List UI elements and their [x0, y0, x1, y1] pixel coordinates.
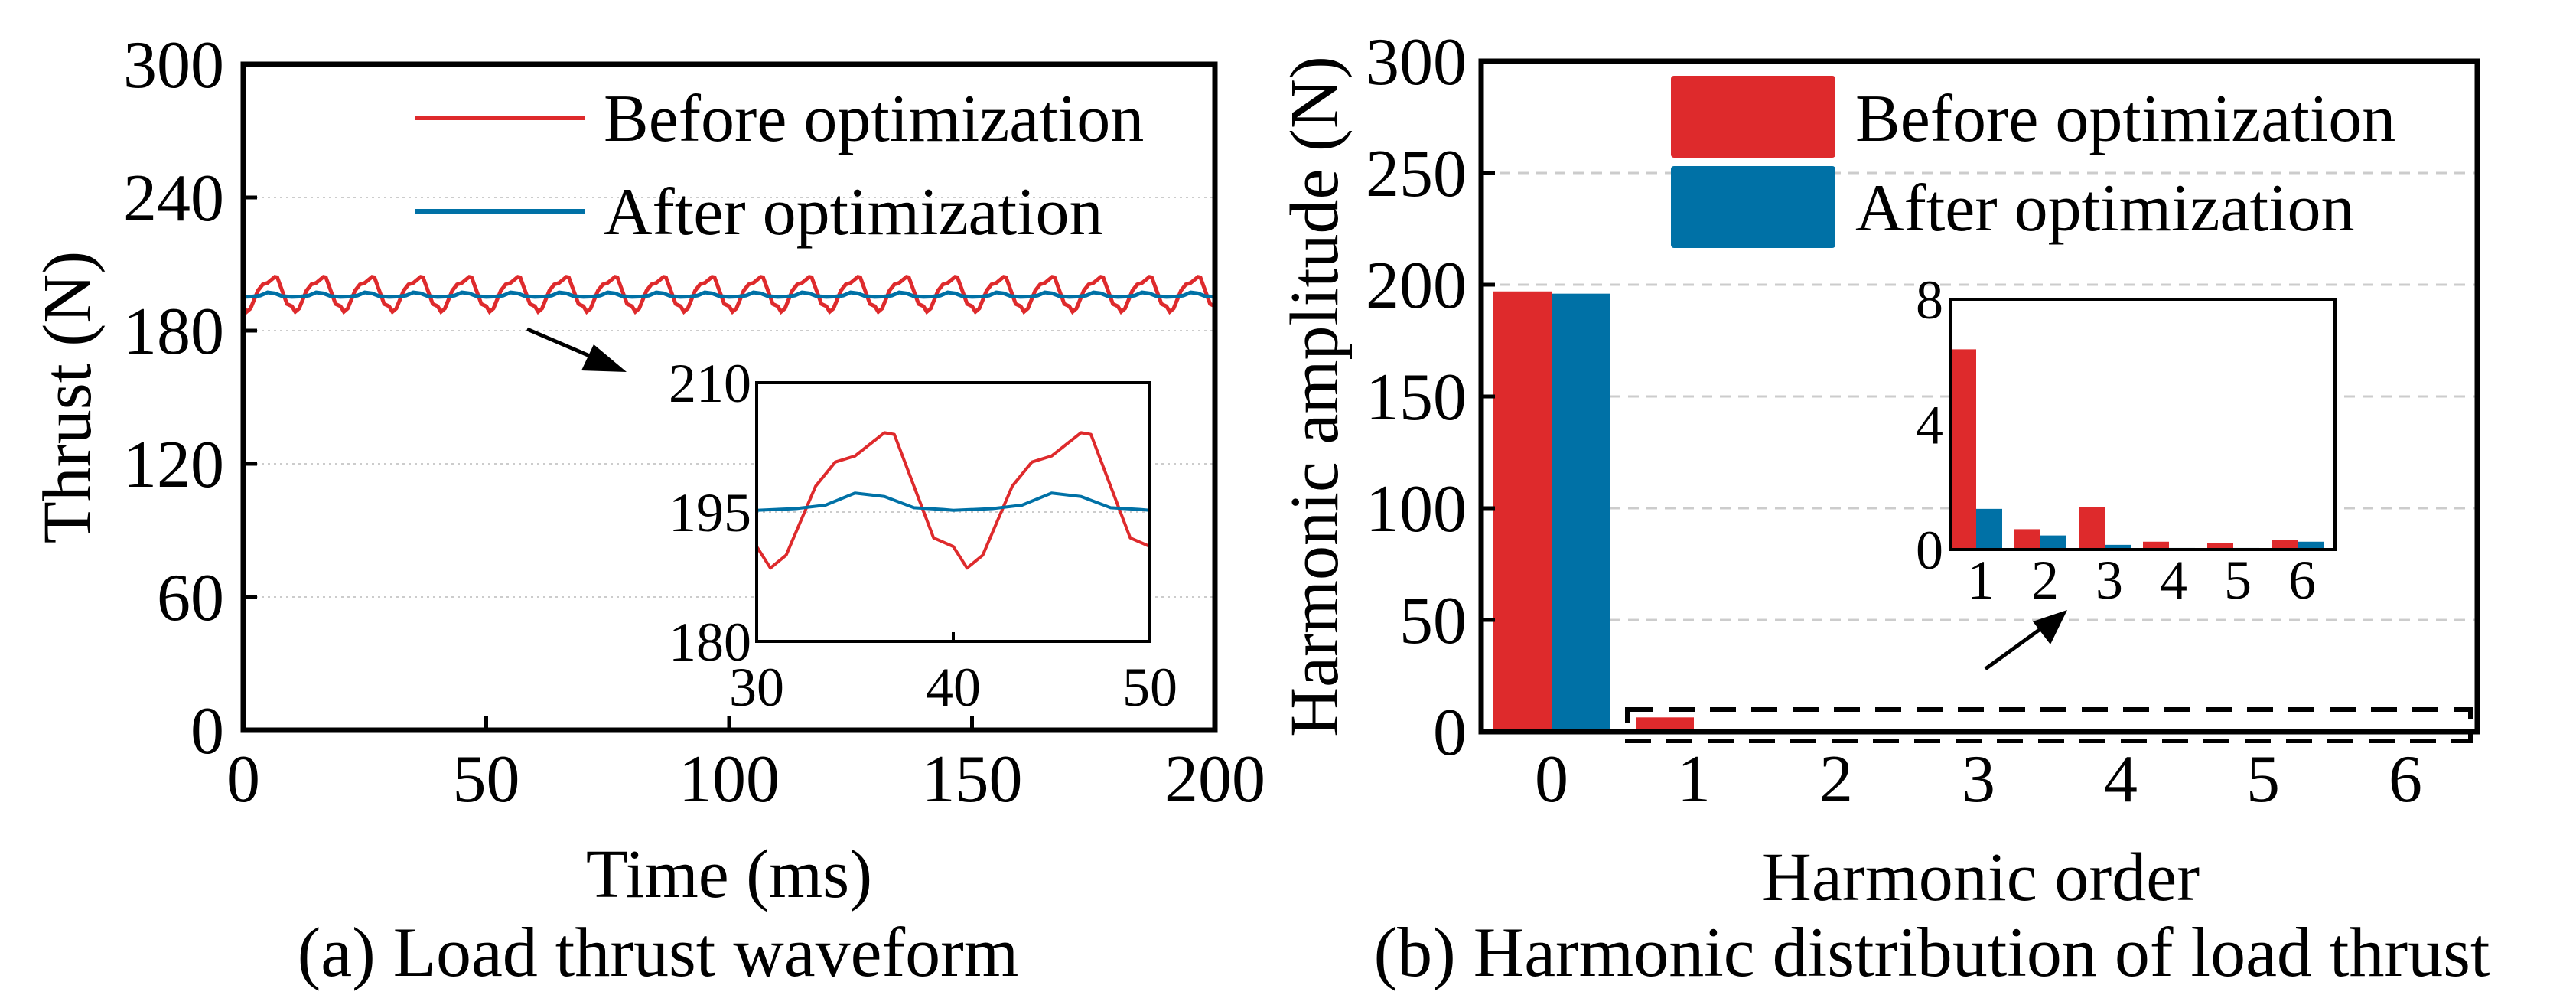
a-y-tick-label: 180: [123, 295, 224, 369]
a-x-tick-label: 50: [453, 742, 520, 817]
b-inset-bars: [1950, 349, 2324, 550]
a-inset-x-tick-label: 50: [1122, 657, 1177, 718]
b-inset-x-tick-label: 2: [2031, 550, 2059, 611]
a-series-line-after: [243, 290, 1215, 299]
b-x-tick-label: 4: [2104, 742, 2138, 817]
b-bar-before: [1493, 291, 1552, 732]
b-y-tick-label: 100: [1366, 472, 1467, 546]
a-x-axis-title: Time (ms): [586, 837, 872, 912]
a-x-tick-label: 100: [679, 742, 780, 817]
legend-label-before: Before optimization: [604, 82, 1144, 156]
b-inset-x-tick-label: 4: [2160, 550, 2187, 611]
b-bars: [1493, 291, 2464, 732]
legend-label-after: After optimization: [1855, 171, 2354, 246]
a-x-tick-label: 200: [1164, 742, 1265, 817]
a-ticks: 0 60 120 180 240 300 0 50 100 150 200: [123, 28, 1265, 817]
panel-a: 0 60 120 180 240 300 0 50 100 150 200 Before optim…: [30, 28, 1265, 991]
a-caption: (a) Load thrust waveform: [298, 913, 1019, 991]
legend-label-after: After optimization: [604, 175, 1102, 250]
a-y-tick-label: 120: [123, 428, 224, 502]
b-y-tick-label: 250: [1366, 137, 1467, 211]
b-inset-bar-before: [2207, 543, 2233, 550]
a-y-tick-label: 0: [191, 694, 224, 768]
b-inset-bar-after: [1976, 508, 2002, 550]
b-x-tick-label: 1: [1677, 742, 1711, 817]
b-x-tick-label: 2: [1819, 742, 1853, 817]
b-x-tick-label: 6: [2389, 742, 2422, 817]
b-inset-y-tick-label: 0: [1916, 520, 1943, 581]
b-inset-x-tick-label: 1: [1967, 550, 1995, 611]
a-x-tick-label: 0: [226, 742, 260, 817]
b-y-tick-label: 200: [1366, 249, 1467, 323]
b-y-tick-label: 300: [1366, 25, 1467, 99]
b-x-tick-label: 0: [1535, 742, 1568, 817]
a-inset-series-lines: [757, 431, 1150, 570]
b-inset-bar-after: [2298, 541, 2324, 550]
b-inset-bar-before: [2143, 541, 2169, 550]
b-zoom-arrow: [1984, 610, 2067, 671]
b-x-tick-label: 5: [2246, 742, 2280, 817]
b-inset-bar-before: [1950, 349, 1976, 550]
legend-swatch-after: [1671, 166, 1835, 248]
a-inset-x-tick-label: 40: [926, 657, 981, 718]
a-inset-y-tick-label: 210: [669, 353, 751, 414]
legend-swatch-before: [1671, 76, 1835, 158]
b-x-tick-label: 3: [1962, 742, 1995, 817]
a-y-tick-label: 240: [123, 161, 224, 236]
b-inset-bar-before: [2079, 507, 2105, 550]
a-legend: Before optimization After optimization: [415, 82, 1144, 250]
a-inset-series-line-before: [757, 431, 1150, 570]
b-y-tick-label: 50: [1399, 584, 1467, 658]
a-series-line-before: [243, 275, 1215, 315]
a-zoom-arrow: [526, 327, 627, 372]
a-inset-ticks: 180 195 210 30 40 50: [669, 353, 1177, 718]
b-zoom-region: [1625, 707, 2473, 743]
a-series-lines: [243, 275, 1215, 315]
b-inset-frame: [1949, 298, 2337, 551]
b-legend: Before optimization After optimization: [1671, 76, 2395, 248]
legend-label-before: Before optimization: [1855, 82, 2395, 156]
b-inset-background: [1950, 299, 2335, 550]
b-inset-x-tick-label: 5: [2224, 550, 2252, 611]
b-inset-bar-after: [2040, 535, 2066, 550]
b-bar-before: [1636, 717, 1694, 732]
a-inset-y-tick-label: 180: [669, 612, 751, 673]
b-y-tick-label: 0: [1433, 696, 1467, 770]
b-bar-after: [1552, 293, 1610, 732]
b-inset-bar-before: [2014, 529, 2040, 550]
a-x-tick-label: 150: [922, 742, 1023, 817]
a-inset-series-line-after: [757, 491, 1150, 512]
a-y-axis-title: Thrust (N): [30, 251, 106, 543]
b-y-axis-title: Harmonic amplitude (N): [1277, 56, 1353, 737]
a-y-tick-label: 60: [157, 561, 224, 635]
b-inset-bar-before: [2272, 540, 2298, 550]
a-inset-y-tick-label: 195: [669, 482, 751, 543]
b-inset-y-tick-label: 4: [1916, 395, 1943, 456]
b-y-tick-label: 150: [1366, 360, 1467, 435]
b-inset-x-tick-label: 3: [2096, 550, 2123, 611]
b-caption: (b) Harmonic distribution of load thrust: [1374, 913, 2490, 991]
a-inset-x-tick-label: 30: [729, 657, 784, 718]
b-x-axis-title: Harmonic order: [1762, 840, 2200, 915]
a-y-tick-label: 300: [123, 28, 224, 103]
b-inset-y-tick-label: 8: [1916, 269, 1943, 331]
b-inset-x-tick-label: 6: [2288, 550, 2316, 611]
b-inset-bar-after: [2105, 544, 2131, 550]
